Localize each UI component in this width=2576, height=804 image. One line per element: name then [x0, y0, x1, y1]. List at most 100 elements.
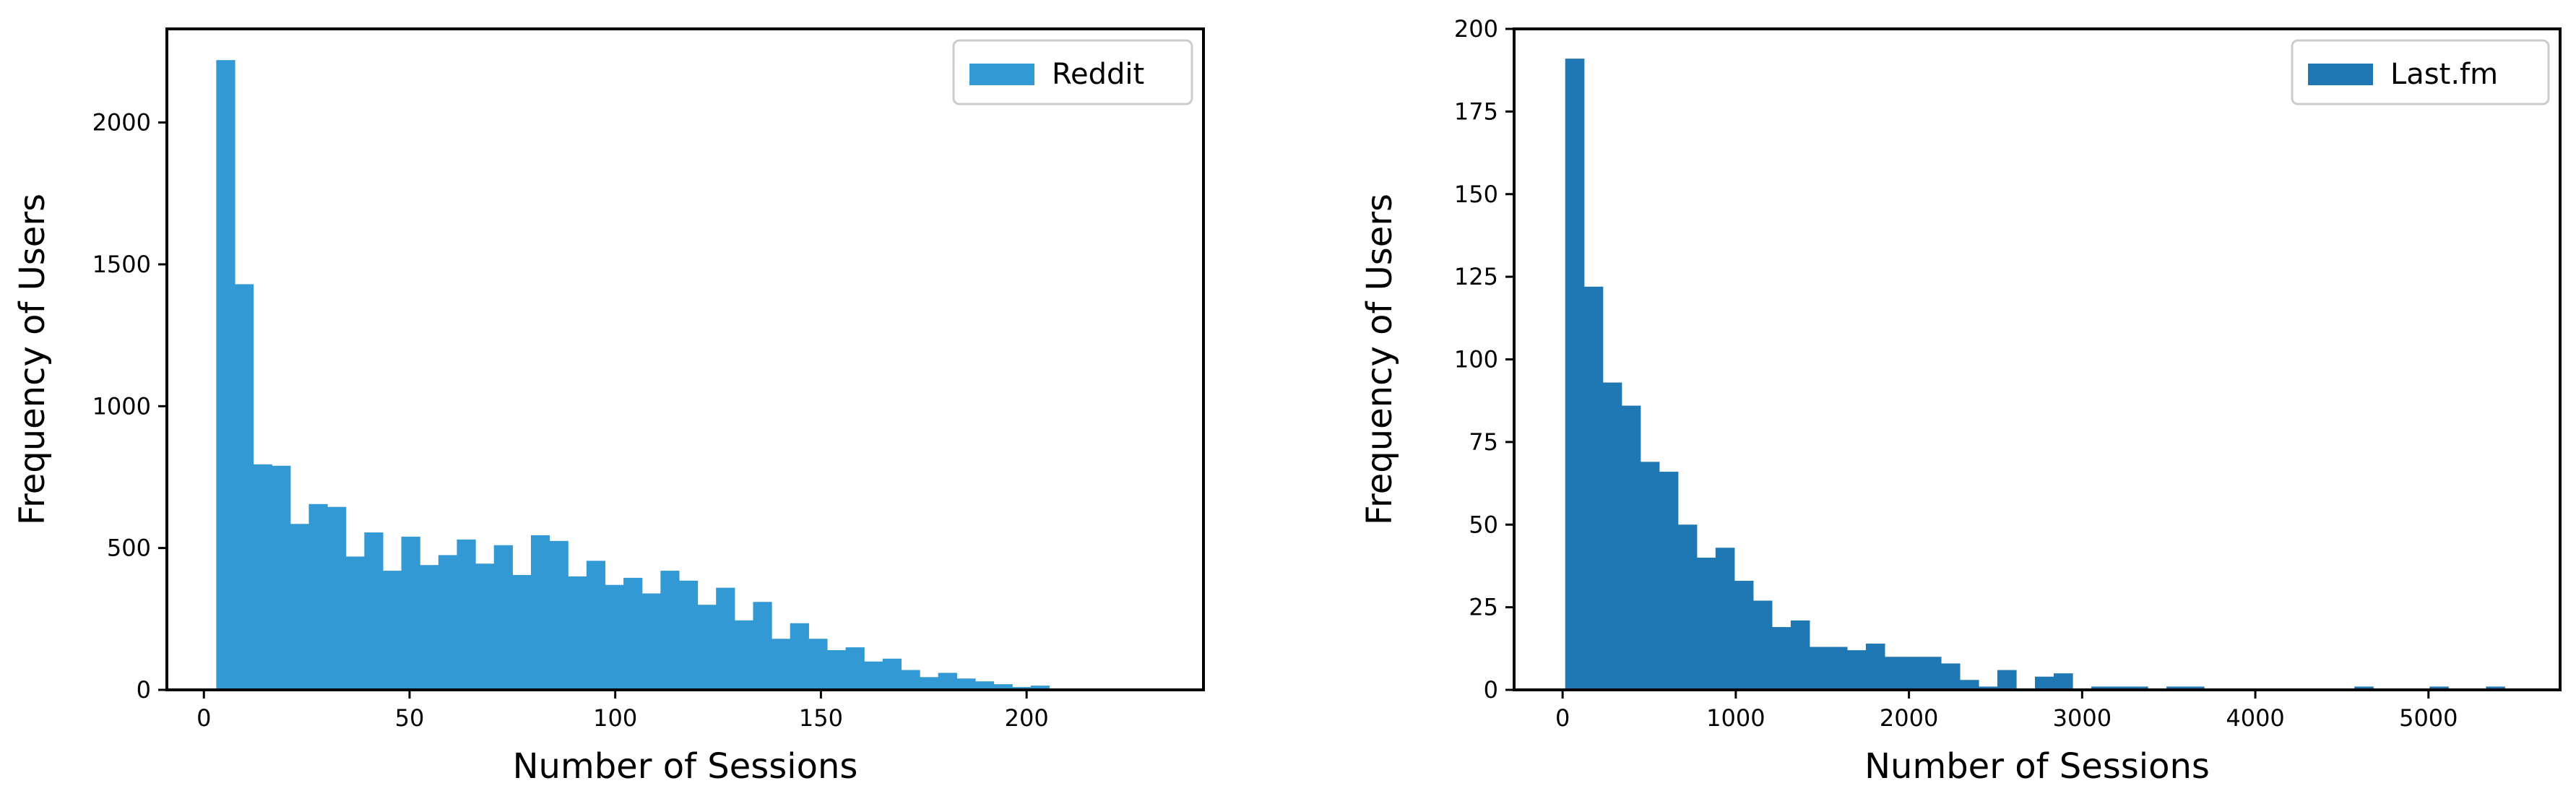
reddit-bar — [308, 503, 328, 690]
reddit-bar — [920, 677, 939, 690]
lastfm-y-tick-label: 125 — [1454, 263, 1498, 290]
reddit-bar — [493, 545, 513, 690]
reddit-y-tick-label: 0 — [137, 676, 151, 704]
reddit-x-tick-label: 150 — [799, 704, 843, 732]
reddit-bar — [753, 602, 772, 690]
lastfm-x-axis-label: Number of Sessions — [1864, 746, 2210, 787]
reddit-bar — [808, 639, 828, 690]
lastfm-bar — [2054, 673, 2073, 690]
reddit-y-tick-label: 1000 — [92, 392, 151, 420]
lastfm-bar — [1884, 657, 1904, 690]
lastfm-bar — [1903, 657, 1923, 690]
lastfm-bar — [2091, 686, 2111, 690]
reddit-plot-frame — [165, 27, 1205, 691]
lastfm-bar — [1565, 59, 1585, 691]
lastfm-bar — [2486, 686, 2505, 690]
reddit-bar — [364, 532, 384, 690]
lastfm-histogram-panel: 0 1000 2000 3000 4000 5000 0 25 50 75 100 125 150 175… — [1360, 15, 2562, 787]
reddit-y-tick-label: 2000 — [92, 109, 151, 137]
reddit-legend: Reddit — [952, 39, 1193, 105]
lastfm-bar — [1828, 647, 1848, 690]
lastfm-x-tick-label: 4000 — [2226, 704, 2284, 732]
reddit-bar — [790, 623, 809, 690]
reddit-bar — [568, 576, 587, 690]
lastfm-bar — [2354, 686, 2374, 690]
reddit-bar — [420, 565, 439, 690]
reddit-bar — [327, 506, 347, 690]
reddit-bar — [216, 60, 235, 690]
reddit-bar — [956, 678, 976, 690]
lastfm-x-tick-label: 2000 — [1880, 704, 1938, 732]
lastfm-y-tick-label: 100 — [1454, 346, 1498, 373]
reddit-bar — [401, 536, 420, 690]
lastfm-y-axis-label: Frequency of Users — [1360, 194, 1400, 525]
lastfm-bar — [2429, 686, 2449, 690]
lastfm-x-tick-label: 3000 — [2053, 704, 2112, 732]
lastfm-bar — [1846, 650, 1867, 690]
reddit-bar — [382, 571, 402, 690]
lastfm-bar — [1771, 627, 1791, 690]
lastfm-x-tick-label: 1000 — [1706, 704, 1765, 732]
lastfm-bar — [2185, 686, 2205, 690]
reddit-legend-box — [952, 39, 1193, 105]
reddit-legend-swatch — [969, 64, 1034, 85]
lastfm-bar — [2110, 686, 2130, 690]
reddit-bar — [605, 584, 624, 690]
reddit-bar — [641, 593, 661, 690]
reddit-bar — [697, 605, 717, 690]
lastfm-bar — [1602, 382, 1622, 690]
lastfm-legend: Last.fm — [2291, 39, 2550, 105]
lastfm-y-tick-label: 50 — [1469, 511, 1498, 538]
lastfm-legend-box — [2291, 39, 2550, 105]
reddit-x-tick-label: 100 — [593, 704, 637, 732]
reddit-bar — [660, 571, 680, 690]
reddit-bar — [974, 681, 995, 690]
lastfm-bar — [1959, 680, 1979, 690]
reddit-bar — [1030, 686, 1050, 690]
reddit-bar — [272, 465, 291, 690]
lastfm-y-tick-label: 75 — [1469, 428, 1498, 456]
lastfm-y-tick-label: 150 — [1454, 181, 1498, 208]
reddit-bar — [549, 540, 569, 690]
lastfm-bar — [1809, 647, 1829, 690]
lastfm-bar — [2129, 686, 2148, 690]
lastfm-bar — [1715, 548, 1735, 690]
reddit-bar — [734, 620, 754, 690]
reddit-y-tick-label: 1500 — [92, 251, 151, 278]
lastfm-bar — [1940, 663, 1961, 690]
reddit-bar — [716, 587, 735, 690]
reddit-bar — [438, 555, 458, 690]
reddit-bar — [938, 673, 957, 690]
lastfm-legend-swatch — [2308, 64, 2373, 85]
lastfm-bar — [1978, 686, 1998, 690]
reddit-legend-label: Reddit — [1052, 58, 1144, 91]
reddit-x-tick-label: 200 — [1005, 704, 1049, 732]
lastfm-legend-label: Last.fm — [2390, 58, 2498, 91]
reddit-bars — [216, 60, 1143, 691]
lastfm-bar — [1659, 472, 1679, 690]
lastfm-bar — [2035, 676, 2054, 690]
lastfm-y-tick-label: 0 — [1484, 676, 1498, 704]
lastfm-bar — [1752, 600, 1773, 690]
reddit-bar — [826, 650, 847, 690]
reddit-bar — [253, 464, 272, 690]
reddit-bar — [993, 684, 1013, 690]
lastfm-bar — [1734, 581, 1754, 690]
lastfm-bar — [1696, 558, 1716, 690]
reddit-bar — [623, 577, 643, 690]
reddit-bar — [345, 556, 365, 690]
reddit-x-tick-label: 0 — [196, 704, 211, 732]
reddit-bar — [901, 670, 920, 690]
lastfm-y-tick-label: 200 — [1454, 15, 1498, 43]
reddit-bar — [290, 524, 310, 690]
reddit-bar — [234, 284, 254, 690]
reddit-bar — [845, 647, 865, 690]
lastfm-bar — [2166, 686, 2186, 690]
lastfm-bar — [1583, 286, 1604, 691]
reddit-bar — [530, 535, 550, 690]
lastfm-bar — [1865, 643, 1885, 690]
lastfm-bar — [1640, 462, 1660, 690]
reddit-bar — [475, 563, 495, 690]
